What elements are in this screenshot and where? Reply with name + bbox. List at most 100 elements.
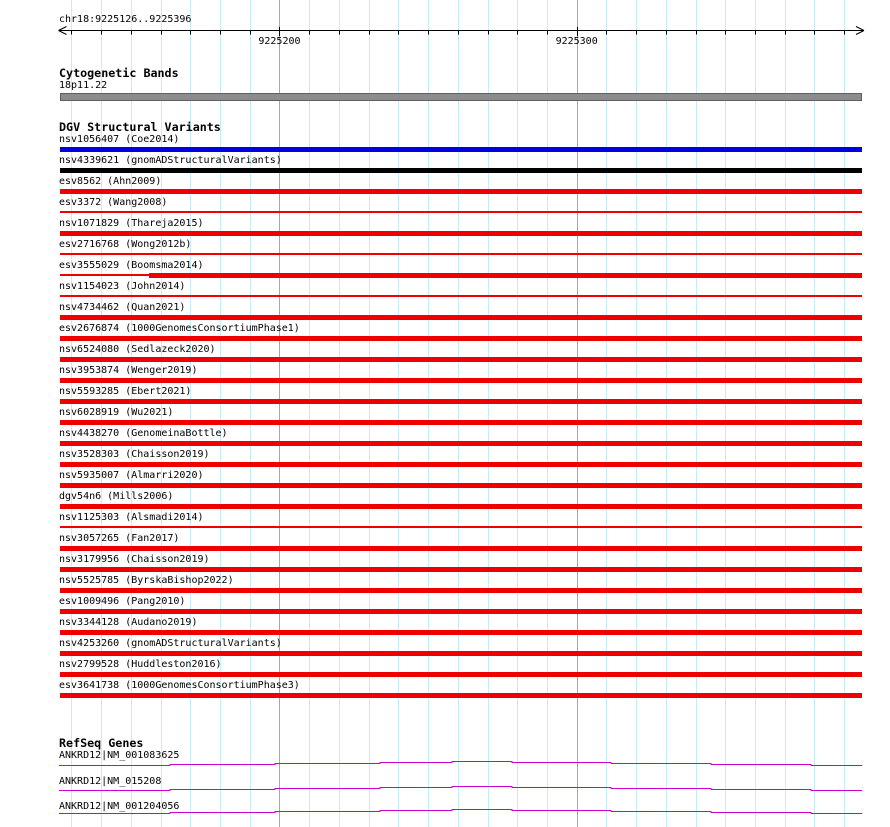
minor-gridline — [666, 0, 667, 827]
variant-label: nsv4734462 (Quan2021) — [59, 302, 186, 313]
variant-label: dgv54n6 (Mills2006) — [59, 491, 174, 502]
ruler-tick-label: 9225300 — [555, 36, 598, 47]
variant-label: esv3372 (Wang2008) — [59, 197, 168, 208]
variant-bar[interactable] — [59, 441, 862, 446]
variant-label: nsv4339621 (gnomADStructuralVariants) — [59, 155, 282, 166]
minor-gridline — [517, 0, 518, 827]
ruler-line — [855, 30, 865, 35]
variant-label: nsv4438270 (GenomeinaBottle) — [59, 428, 228, 439]
gene-label: ANKRD12|NM_001204056 — [59, 801, 180, 812]
variant-label: nsv1154023 (John2014) — [59, 281, 186, 292]
variant-label: nsv4253260 (gnomADStructuralVariants) — [59, 638, 282, 649]
variant-bar[interactable] — [59, 588, 862, 593]
minor-gridline — [488, 0, 489, 827]
gene-intron-line[interactable] — [59, 809, 862, 814]
variant-bar[interactable] — [59, 399, 862, 404]
major-gridline — [577, 0, 578, 827]
minor-gridline — [369, 0, 370, 827]
variant-label: nsv6028919 (Wu2021) — [59, 407, 174, 418]
ruler[interactable] — [0, 0, 890, 50]
variant-bar[interactable] — [59, 651, 862, 656]
minor-gridline — [220, 0, 221, 827]
minor-gridline — [250, 0, 251, 827]
variant-bar[interactable] — [59, 147, 862, 152]
cytoband-track-header: Cytogenetic Bands — [59, 66, 179, 80]
variant-label: nsv1056407 (Coe2014) — [59, 134, 180, 145]
variant-bar[interactable] — [59, 274, 149, 276]
cytoband-bar[interactable] — [59, 93, 862, 101]
variant-bar[interactable] — [59, 609, 862, 614]
variant-bar[interactable] — [59, 357, 862, 362]
minor-gridline — [755, 0, 756, 827]
variant-bar[interactable] — [59, 693, 862, 698]
dgv-track-header: DGV Structural Variants — [59, 120, 221, 134]
variant-label: nsv5525785 (ByrskaBishop2022) — [59, 575, 234, 586]
minor-gridline — [71, 0, 72, 827]
variant-bar[interactable] — [59, 504, 862, 509]
variant-bar[interactable] — [59, 483, 862, 488]
minor-gridline — [844, 0, 845, 827]
variant-bar[interactable] — [148, 273, 862, 278]
variant-label: nsv1071829 (Thareja2015) — [59, 218, 204, 229]
variant-bar[interactable] — [59, 295, 862, 297]
variant-bar[interactable] — [59, 630, 862, 635]
gene-label: ANKRD12|NM_015208 — [59, 776, 162, 787]
variant-bar[interactable] — [59, 526, 862, 528]
variant-label: nsv5593285 (Ebert2021) — [59, 386, 192, 397]
region-title: chr18:9225126..9225396 — [59, 14, 192, 25]
minor-gridline — [458, 0, 459, 827]
gene-label: ANKRD12|NM_001083625 — [59, 750, 180, 761]
variant-bar[interactable] — [59, 189, 862, 194]
minor-gridline — [190, 0, 191, 827]
variant-label: esv2716768 (Wong2012b) — [59, 239, 192, 250]
ruler-line — [58, 30, 67, 35]
minor-gridline — [547, 0, 548, 827]
minor-gridline — [606, 0, 607, 827]
variant-bar[interactable] — [59, 231, 862, 236]
variant-label: nsv6524080 (Sedlazeck2020) — [59, 344, 216, 355]
gene-intron-line[interactable] — [59, 761, 862, 766]
variant-label: nsv3528303 (Chaisson2019) — [59, 449, 210, 460]
variant-label: nsv3057265 (Fan2017) — [59, 533, 180, 544]
major-gridline — [279, 0, 280, 827]
variant-label: nsv3179956 (Chaisson2019) — [59, 554, 210, 565]
minor-gridline — [725, 0, 726, 827]
ruler-tick-label: 9225200 — [258, 36, 301, 47]
minor-gridline — [309, 0, 310, 827]
minor-gridline — [101, 0, 102, 827]
minor-gridline — [428, 0, 429, 827]
variant-label: nsv1125303 (Alsmadi2014) — [59, 512, 204, 523]
variant-bar[interactable] — [59, 253, 862, 255]
variant-label: nsv3344128 (Audano2019) — [59, 617, 198, 628]
gene-intron-line[interactable] — [59, 786, 862, 791]
minor-gridline — [814, 0, 815, 827]
minor-gridline — [339, 0, 340, 827]
variant-bar[interactable] — [59, 462, 862, 467]
minor-gridline — [398, 0, 399, 827]
ruler-line — [58, 26, 67, 31]
variant-bar[interactable] — [59, 420, 862, 425]
variant-label: nsv3953874 (Wenger2019) — [59, 365, 198, 376]
variant-bar[interactable] — [59, 168, 862, 173]
variant-label: esv2676874 (1000GenomesConsortiumPhase1) — [59, 323, 300, 334]
variant-label: esv1009496 (Pang2010) — [59, 596, 186, 607]
variant-bar[interactable] — [59, 378, 862, 383]
minor-gridline — [785, 0, 786, 827]
minor-gridline — [636, 0, 637, 827]
variant-bar[interactable] — [59, 567, 862, 572]
variant-bar[interactable] — [59, 211, 862, 213]
variant-label: esv3555029 (Boomsma2014) — [59, 260, 204, 271]
ruler-line — [855, 26, 865, 31]
refseq-track-header: RefSeq Genes — [59, 736, 144, 750]
variant-label: esv8562 (Ahn2009) — [59, 176, 162, 187]
variant-bar[interactable] — [59, 672, 862, 677]
variant-label: esv3641738 (1000GenomesConsortiumPhase3) — [59, 680, 300, 691]
variant-bar[interactable] — [59, 336, 862, 341]
minor-gridline — [696, 0, 697, 827]
variant-label: nsv2799528 (Huddleston2016) — [59, 659, 222, 670]
cytoband-name: 18p11.22 — [59, 80, 108, 91]
minor-gridline — [131, 0, 132, 827]
variant-bar[interactable] — [59, 546, 862, 551]
variant-bar[interactable] — [59, 315, 862, 320]
